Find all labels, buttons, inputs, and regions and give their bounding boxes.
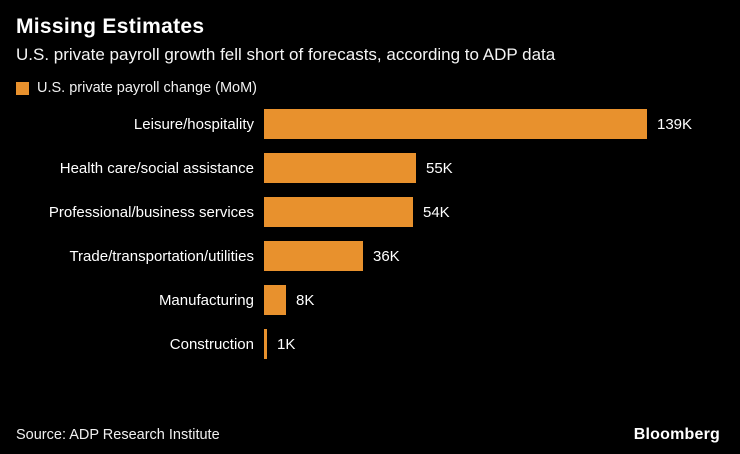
legend-label: U.S. private payroll change (MoM) bbox=[37, 80, 257, 97]
category-label: Professional/business services bbox=[48, 203, 254, 221]
chart-subtitle: U.S. private payroll growth fell short o… bbox=[16, 45, 556, 65]
value-label: 139K bbox=[657, 115, 693, 133]
category-label: Health care/social assistance bbox=[59, 159, 254, 177]
value-label: 55K bbox=[426, 159, 453, 177]
bar-row: Manufacturing 8K bbox=[16, 285, 720, 316]
legend: U.S. private payroll change (MoM) bbox=[16, 80, 720, 96]
category-label: Manufacturing bbox=[158, 291, 254, 309]
bar bbox=[264, 241, 363, 272]
bar bbox=[264, 153, 416, 184]
bar-row: Health care/social assistance 55K bbox=[16, 153, 720, 184]
value-label: 8K bbox=[296, 291, 315, 309]
bar-row: Trade/transportation/utilities 36K bbox=[16, 241, 720, 272]
bar-row: Professional/business services 54K bbox=[16, 197, 720, 228]
category-label: Leisure/hospitality bbox=[133, 115, 254, 133]
bar-chart: Leisure/hospitality 139K Health care/socia… bbox=[16, 109, 720, 360]
footer: Source: ADP Research Institute Bloomberg bbox=[16, 426, 720, 444]
chart-title: Missing Estimates bbox=[16, 15, 205, 38]
source-note: Source: ADP Research Institute bbox=[16, 427, 220, 443]
legend-swatch-icon bbox=[16, 81, 29, 95]
value-label: 54K bbox=[423, 203, 450, 221]
category-label: Construction bbox=[169, 335, 254, 353]
value-label: 1K bbox=[277, 335, 296, 353]
bar bbox=[264, 329, 267, 360]
bar-row: Construction 1K bbox=[16, 329, 720, 360]
bar bbox=[264, 197, 413, 228]
bar bbox=[264, 285, 286, 316]
value-label: 36K bbox=[373, 247, 400, 265]
category-label: Trade/transportation/utilities bbox=[69, 247, 254, 265]
bar-row: Leisure/hospitality 139K bbox=[16, 109, 720, 140]
bar bbox=[264, 109, 647, 140]
bloomberg-logo: Bloomberg bbox=[633, 426, 720, 443]
